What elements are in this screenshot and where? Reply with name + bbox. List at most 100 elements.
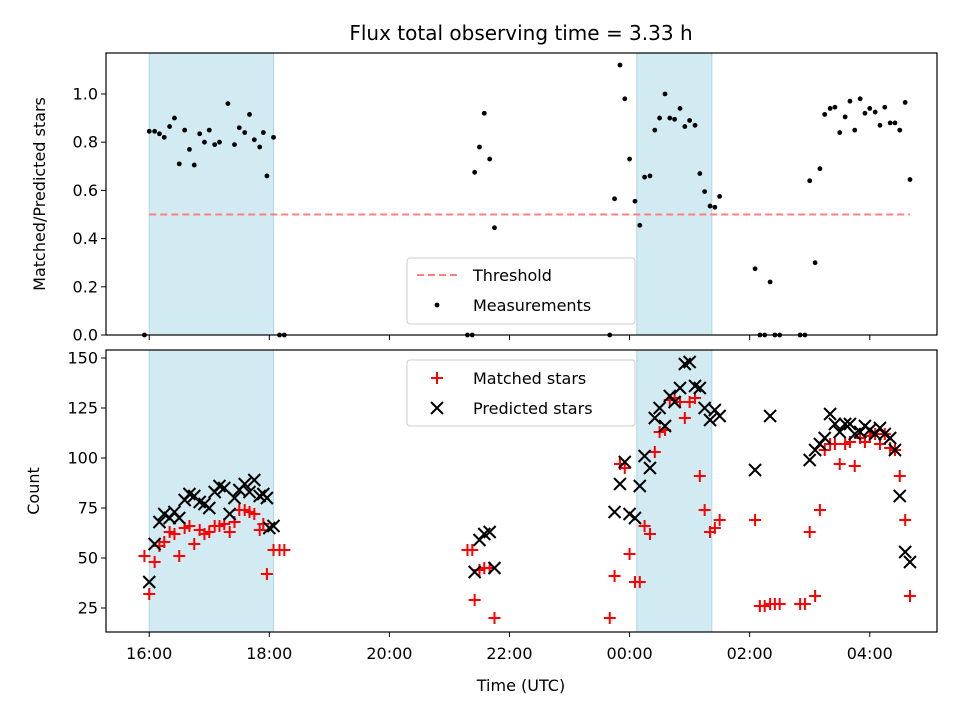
measurement-point: [857, 96, 863, 102]
matched-stars-point: [698, 504, 711, 516]
matched-stars-point: [188, 538, 201, 550]
predicted-stars-point: [682, 355, 697, 369]
measurement-point: [682, 124, 688, 129]
ratio-panel-x-ticks: [148, 335, 871, 340]
matched-stars-point: [608, 570, 621, 582]
predicted-stars-point: [467, 565, 482, 579]
y-tick-label: 50: [78, 549, 98, 568]
measurement-point: [842, 114, 848, 120]
measurement-point: [264, 173, 270, 179]
measurement-point: [172, 115, 177, 121]
predicted-stars-point: [697, 401, 712, 415]
matched-stars-point: [758, 600, 771, 612]
measurement-point: [707, 203, 713, 209]
count-points: [138, 355, 917, 624]
predicted-stars-point: [242, 485, 257, 499]
predicted-stars-point: [637, 449, 652, 463]
shaded-interval: [636, 52, 713, 336]
predicted-stars-point: [618, 455, 632, 469]
measurement-point: [872, 109, 878, 115]
matched-stars-point: [633, 576, 646, 588]
measurement-point: [212, 142, 218, 147]
matched-stars-point: [248, 508, 261, 520]
matched-stars-point: [488, 612, 501, 624]
predicted-stars-point: [260, 491, 274, 505]
measurement-point: [817, 166, 823, 172]
x-axis-label: Time (UTC): [476, 676, 565, 695]
matched-stars-point: [468, 594, 481, 606]
measurement-point: [827, 106, 833, 111]
y-tick-label: 25: [78, 599, 98, 618]
measurement-point: [477, 144, 482, 150]
shaded-interval: [148, 52, 275, 336]
predicted-stars-point: [217, 481, 231, 495]
measurement-point: [225, 101, 231, 107]
measurement-point: [692, 122, 698, 128]
matched-stars-point: [809, 590, 822, 602]
predicted-stars-point: [828, 417, 842, 431]
shaded-interval: [148, 349, 275, 633]
x-tick-label: 16:00: [126, 644, 172, 663]
measurement-point: [887, 120, 893, 126]
predicted-stars-point: [607, 505, 622, 519]
predicted-stars-point: [227, 491, 242, 505]
matched-stars-point: [693, 470, 706, 482]
measurement-point: [622, 96, 628, 102]
matched-stars-point: [260, 568, 273, 580]
matched-stars-point: [713, 514, 726, 526]
measurement-point: [242, 130, 248, 135]
predicted-stars-point: [222, 507, 237, 521]
measurement-point: [632, 198, 638, 204]
x-tick-label: 18:00: [246, 644, 292, 663]
x-tick-label: 20:00: [366, 644, 412, 663]
measurement-point: [152, 128, 158, 134]
y-tick-label: 150: [67, 349, 98, 368]
predicted-stars-point: [266, 519, 281, 533]
predicted-stars-point: [703, 413, 717, 427]
measurement-point: [232, 142, 237, 147]
measurement-point: [837, 130, 843, 135]
predicted-stars-point: [172, 511, 186, 525]
measurement-point: [187, 147, 192, 152]
ratio-panel-legend: Threshold Measurements: [406, 257, 636, 325]
predicted-stars-point: [893, 489, 907, 503]
measurement-point: [247, 112, 252, 117]
measurement-point: [167, 124, 173, 129]
predicted-stars-point: [633, 479, 647, 493]
y-tick-label: 0.6: [73, 181, 98, 200]
measurement-point: [697, 171, 703, 176]
measurement-point: [902, 100, 908, 105]
matched-stars-point: [143, 588, 156, 600]
matched-stars-point: [623, 548, 636, 560]
measurement-point: [907, 177, 913, 182]
matched-stars-point: [158, 536, 171, 548]
measurement-point: [807, 178, 813, 184]
measurement-point: [146, 128, 152, 134]
count-panel-x-ticks: 16:00 18:00 20:00 22:00 00:00 02:00 04:00: [126, 632, 893, 663]
y-tick-label: 75: [78, 499, 98, 518]
measurement-point: [892, 120, 898, 126]
matched-stars-point: [168, 528, 181, 540]
measurement-point: [257, 144, 263, 150]
measurement-point: [487, 156, 493, 162]
count-panel-legend: Matched stars Predicted stars: [406, 359, 636, 427]
measurement-point: [206, 127, 212, 133]
predicted-stars-point: [613, 477, 627, 491]
measurement-point: [687, 118, 693, 123]
measurement-point: [492, 225, 497, 231]
measurement-point: [197, 131, 203, 137]
matched-stars-point: [828, 438, 841, 450]
predicted-stars-point: [818, 431, 832, 445]
matched-stars-point: [798, 598, 811, 610]
x-tick-label: 00:00: [607, 644, 653, 663]
matched-stars-point: [813, 504, 826, 516]
predicted-stars-point: [652, 401, 667, 415]
measurement-point: [202, 139, 207, 145]
predicted-stars-point: [487, 561, 502, 575]
matched-stars-point: [678, 412, 691, 424]
matched-stars-point: [138, 550, 151, 562]
measurement-point: [652, 127, 658, 133]
count-panel-y-ticks: 25 50 75 100 125 150: [67, 349, 106, 618]
x-tick-label: 04:00: [847, 644, 893, 663]
predicted-stars-point: [628, 511, 642, 525]
